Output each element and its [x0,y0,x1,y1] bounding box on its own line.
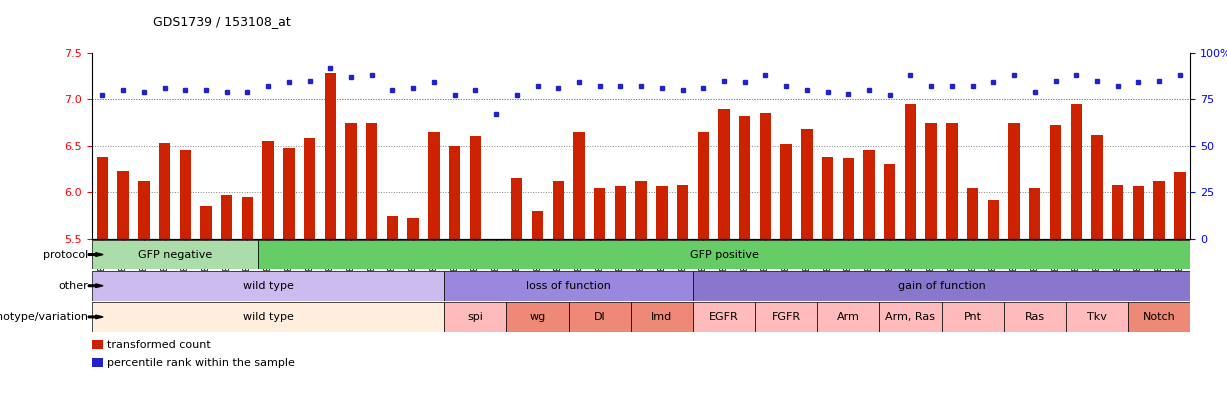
Bar [1050,125,1061,239]
Bar [843,158,854,239]
Bar [92,340,103,349]
Text: GFP positive: GFP positive [690,249,758,260]
Text: loss of function: loss of function [526,281,611,291]
Bar [880,302,941,332]
Bar [1091,134,1103,239]
Bar [444,271,693,301]
Text: transformed count: transformed count [108,340,211,350]
Bar [263,141,274,239]
Text: gain of function: gain of function [898,281,985,291]
Text: spi: spi [467,312,483,322]
Bar [325,73,336,239]
Bar [158,143,171,239]
Bar [594,188,605,239]
Text: GDS1739 / 153108_at: GDS1739 / 153108_at [153,15,291,28]
Bar [345,124,357,239]
Bar [718,109,730,239]
Bar [755,302,817,332]
Text: Tkv: Tkv [1087,312,1107,322]
Bar [221,195,232,239]
Bar [817,302,880,332]
Bar [1112,185,1124,239]
Bar [428,132,439,239]
Bar [967,188,978,239]
Text: protocol: protocol [43,249,88,260]
Bar [507,302,568,332]
Bar [822,157,833,239]
Text: FGFR: FGFR [772,312,801,322]
Text: Pnt: Pnt [963,312,982,322]
Bar [904,104,917,239]
Text: Notch: Notch [1142,312,1175,322]
Text: GFP negative: GFP negative [137,249,212,260]
Text: percentile rank within the sample: percentile rank within the sample [108,358,296,368]
Bar [1153,181,1164,239]
Text: wild type: wild type [243,312,293,322]
Bar [656,186,667,239]
Bar [92,302,444,332]
Bar [552,181,564,239]
Bar [242,197,253,239]
Bar [925,123,937,239]
Bar [941,302,1004,332]
Bar [470,136,481,239]
Bar [92,271,444,301]
Bar [531,211,544,239]
Bar [1070,104,1082,239]
Bar [1009,123,1020,239]
Bar [615,186,626,239]
Bar [449,146,460,239]
Text: genotype/variation: genotype/variation [0,312,88,322]
Bar [1128,302,1190,332]
Bar [693,271,1190,301]
Bar [780,144,791,239]
Bar [631,302,693,332]
Bar [97,157,108,239]
Text: Dl: Dl [594,312,605,322]
Text: wg: wg [529,312,546,322]
Bar [988,200,999,239]
Bar [760,113,771,239]
Bar [366,124,378,239]
Text: Arm: Arm [837,312,860,322]
Bar [801,129,812,239]
Bar [693,302,755,332]
Bar [1133,186,1144,239]
Bar [283,148,294,239]
Bar [1004,302,1066,332]
Bar [258,240,1190,269]
Bar [444,302,507,332]
Text: Imd: Imd [652,312,672,322]
Text: wild type: wild type [243,281,293,291]
Bar [1174,172,1185,239]
Bar [407,217,418,239]
Bar [92,240,258,269]
Bar [387,216,399,239]
Text: EGFR: EGFR [709,312,739,322]
Text: Arm, Ras: Arm, Ras [886,312,935,322]
Text: other: other [59,281,88,291]
Text: Ras: Ras [1025,312,1045,322]
Bar [883,164,896,239]
Bar [568,302,631,332]
Bar [200,207,212,239]
Bar [118,171,129,239]
Bar [92,358,103,367]
Bar [139,181,150,239]
Bar [946,123,957,239]
Bar [304,139,315,239]
Bar [698,132,709,239]
Bar [636,181,647,239]
Bar [573,132,584,239]
Bar [1029,188,1040,239]
Bar [1066,302,1128,332]
Bar [739,116,751,239]
Bar [512,178,523,239]
Bar [677,185,688,239]
Bar [864,151,875,239]
Bar [179,151,191,239]
